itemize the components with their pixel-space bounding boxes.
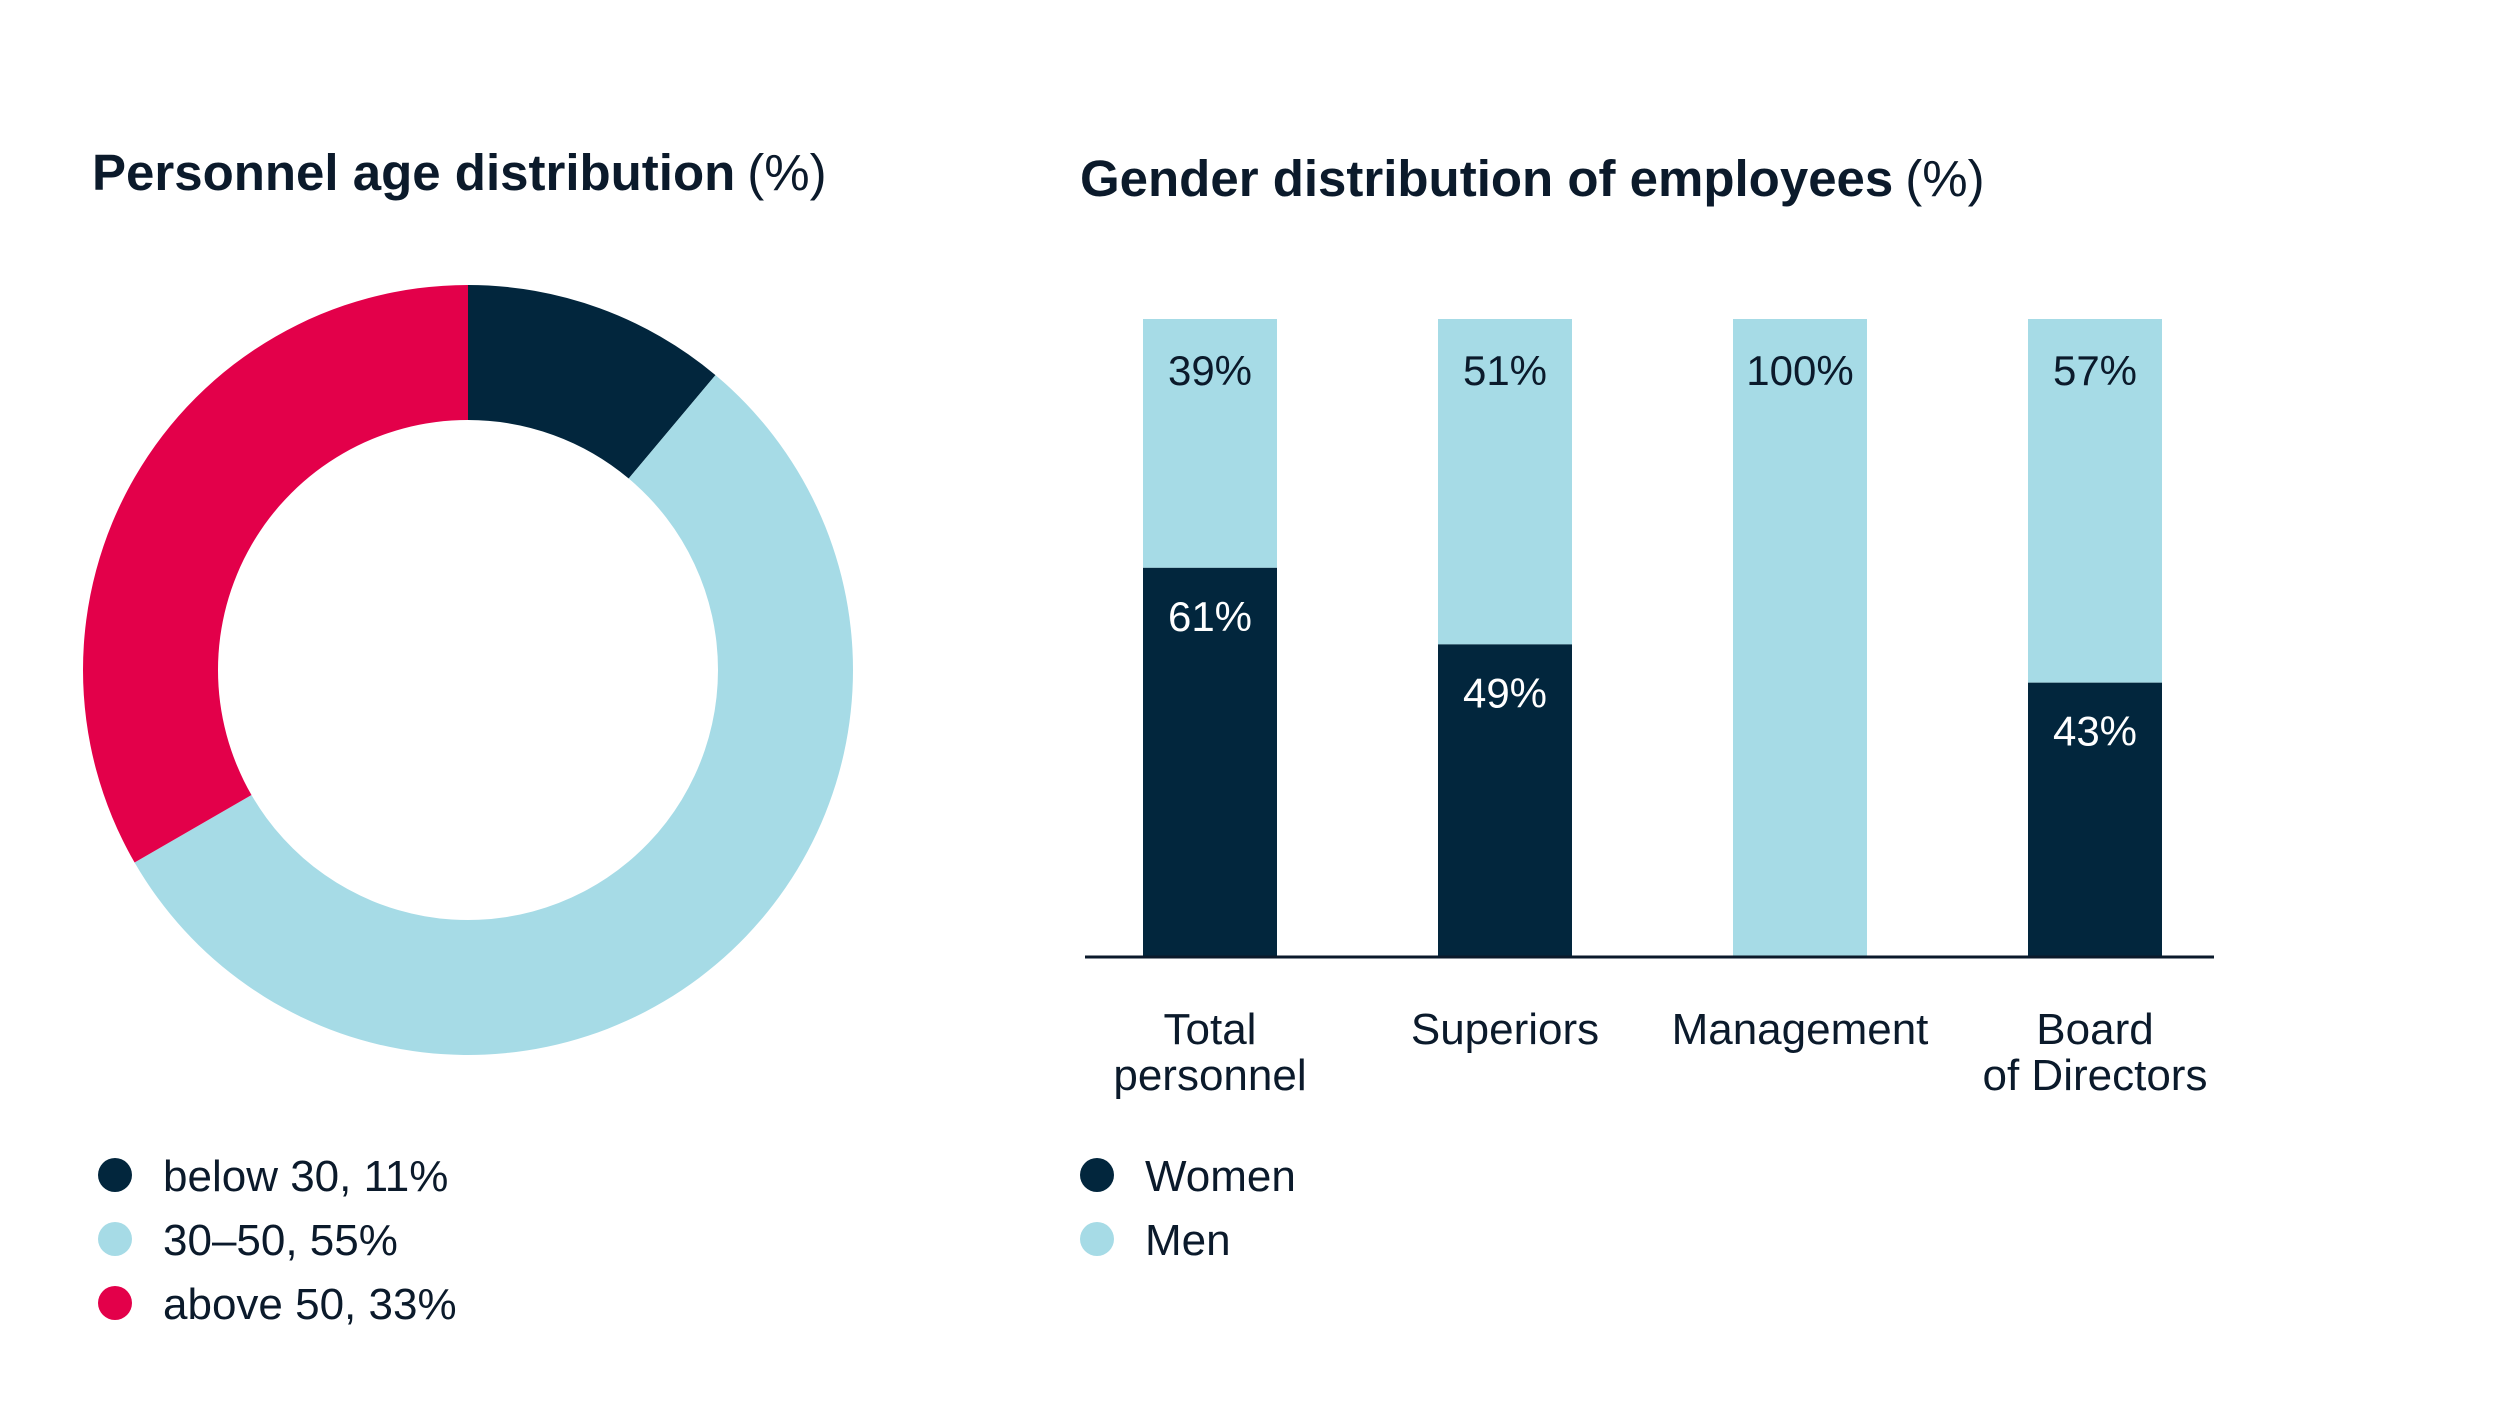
donut-slice-0 [468, 285, 716, 479]
bar-chart-title-main: Gender distribution of employees [1080, 150, 1893, 207]
bar-women-1 [1438, 644, 1572, 957]
bar-category-label-3-line-0: Board [2036, 1005, 2153, 1054]
age-legend-label-2: above 50, 33% [163, 1280, 457, 1329]
bar-category-label-0-line-0: Total [1164, 1005, 1257, 1054]
bar-category-label-0-line-1: personnel [1113, 1051, 1306, 1100]
age-legend-label-1: 30–50, 55% [163, 1216, 398, 1265]
bar-category-label-1-line-0: Superiors [1411, 1005, 1599, 1054]
bar-category-label-2-line-0: Management [1672, 1005, 1929, 1054]
bar-women-label-1: 49% [1463, 669, 1547, 716]
gender-legend-label-0: Women [1145, 1152, 1296, 1201]
donut-slice-2 [82, 285, 468, 863]
bar-category-label-0: Total personnel [1113, 1005, 1306, 1100]
age-legend: below 30, 11% 30–50, 55% above 50, 33% [98, 1152, 457, 1329]
donut-chart-title: Personnel age distribution (%) [92, 144, 827, 201]
donut-chart-title-unit: (%) [747, 144, 826, 201]
bar-category-label-1: Superiors [1411, 1005, 1599, 1054]
bar-men-2 [1733, 319, 1867, 957]
gender-stacked-bar-chart: 39% 61% 51% 49% 100% 57% 43% [1143, 319, 2162, 957]
bar-category-label-3: Board of Directors [1983, 1005, 2208, 1100]
bar-category-label-2: Management [1672, 1005, 1929, 1054]
age-donut-chart [82, 285, 854, 1055]
bar-category-labels: Total personnel Superiors Management Board of… [1113, 1005, 2207, 1100]
bar-women-label-0: 61% [1168, 593, 1252, 640]
age-legend-marker-1 [98, 1222, 132, 1256]
age-legend-label-0: below 30, 11% [163, 1152, 448, 1201]
bar-men-label-1: 51% [1463, 347, 1547, 394]
donut-slice-1 [134, 375, 854, 1055]
gender-legend-marker-0 [1080, 1158, 1114, 1192]
age-legend-marker-0 [98, 1158, 132, 1192]
bar-chart-title: Gender distribution of employees (%) [1080, 150, 1985, 207]
donut-chart-title-main: Personnel age distribution [92, 144, 735, 201]
bar-women-0 [1143, 567, 1277, 957]
bar-men-label-0: 39% [1168, 347, 1252, 394]
age-legend-marker-2 [98, 1286, 132, 1320]
bar-men-1 [1438, 319, 1572, 645]
bar-men-3 [2028, 319, 2162, 683]
gender-legend: Women Men [1080, 1152, 1296, 1265]
gender-legend-marker-1 [1080, 1222, 1114, 1256]
bar-men-label-3: 57% [2053, 347, 2137, 394]
bar-women-3 [2028, 682, 2162, 957]
bar-category-label-3-line-1: of Directors [1983, 1051, 2208, 1100]
bar-men-0 [1143, 319, 1277, 568]
bar-chart-title-unit: (%) [1905, 150, 1984, 207]
gender-legend-label-1: Men [1145, 1216, 1231, 1265]
bar-women-label-3: 43% [2053, 708, 2137, 755]
bar-men-label-2: 100% [1746, 347, 1853, 394]
